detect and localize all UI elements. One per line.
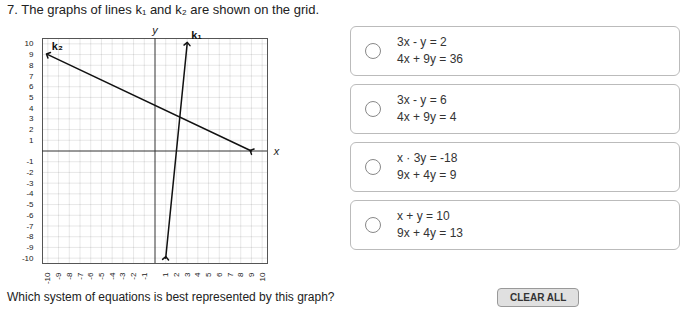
svg-text:5: 5 [204, 272, 213, 277]
svg-text:-10: -10 [43, 272, 52, 284]
svg-text:6: 6 [29, 82, 34, 91]
svg-text:7: 7 [226, 272, 235, 277]
svg-text:-7: -7 [26, 222, 34, 231]
svg-text:-4: -4 [26, 189, 34, 198]
svg-text:9: 9 [247, 272, 256, 277]
html-text:x · 3y = -18: x · 3y = -18 [397, 151, 458, 165]
svg-text:1: 1 [161, 272, 170, 277]
svg-text:-3: -3 [26, 179, 34, 188]
svg-text:10: 10 [258, 272, 267, 281]
svg-text:7: 7 [29, 72, 34, 81]
svg-text:2: 2 [29, 125, 34, 134]
html-text:Which system of equations is b: Which system of equations is best repres… [7, 290, 335, 304]
svg-text:x: x [273, 145, 280, 157]
svg-text:2: 2 [172, 272, 181, 277]
html-text:4x + 9y = 36: 4x + 9y = 36 [397, 52, 463, 66]
html-text:7. The graphs of lines k₁ and: 7. The graphs of lines k₁ and k₂ are sho… [7, 2, 319, 17]
svg-text:-6: -6 [86, 272, 95, 280]
svg-text:-9: -9 [26, 243, 34, 252]
svg-text:6: 6 [215, 272, 224, 277]
svg-text:3: 3 [29, 114, 34, 123]
html-text:9x + 4y = 9: 9x + 4y = 9 [397, 168, 457, 182]
html-text:4x + 9y = 4: 4x + 9y = 4 [397, 110, 457, 124]
html-text:CLEAR ALL: CLEAR ALL [510, 291, 567, 303]
svg-text:10: 10 [25, 39, 34, 48]
svg-text:8: 8 [29, 61, 34, 70]
svg-text:-4: -4 [108, 272, 117, 280]
svg-text:-5: -5 [97, 272, 106, 280]
svg-text:-10: -10 [22, 254, 34, 263]
svg-text:-2: -2 [129, 272, 138, 280]
html-text:9x + 4y = 13: 9x + 4y = 13 [397, 226, 463, 240]
svg-text:-8: -8 [65, 272, 74, 280]
html-text:x + y = 10: x + y = 10 [397, 209, 450, 223]
html-text:3x - y = 2: 3x - y = 2 [397, 35, 447, 49]
svg-text:4: 4 [193, 272, 202, 277]
svg-text:1: 1 [29, 136, 34, 145]
svg-text:-5: -5 [26, 200, 34, 209]
svg-text:3: 3 [183, 272, 192, 277]
html-text:3x - y = 6: 3x - y = 6 [397, 93, 447, 107]
svg-text:-1: -1 [140, 272, 149, 280]
svg-text:-9: -9 [54, 272, 63, 280]
svg-text:4: 4 [29, 104, 34, 113]
svg-text:k₁: k₁ [191, 29, 202, 41]
svg-text:-8: -8 [26, 232, 34, 241]
svg-text:k₂: k₂ [52, 40, 63, 52]
svg-text:9: 9 [29, 50, 34, 59]
svg-text:-1: -1 [26, 157, 34, 166]
svg-text:-7: -7 [76, 272, 85, 280]
svg-text:5: 5 [29, 93, 34, 102]
svg-text:-6: -6 [26, 211, 34, 220]
svg-text:y: y [151, 24, 159, 36]
svg-text:-2: -2 [26, 168, 34, 177]
svg-text:8: 8 [236, 272, 245, 277]
svg-text:-3: -3 [118, 272, 127, 280]
